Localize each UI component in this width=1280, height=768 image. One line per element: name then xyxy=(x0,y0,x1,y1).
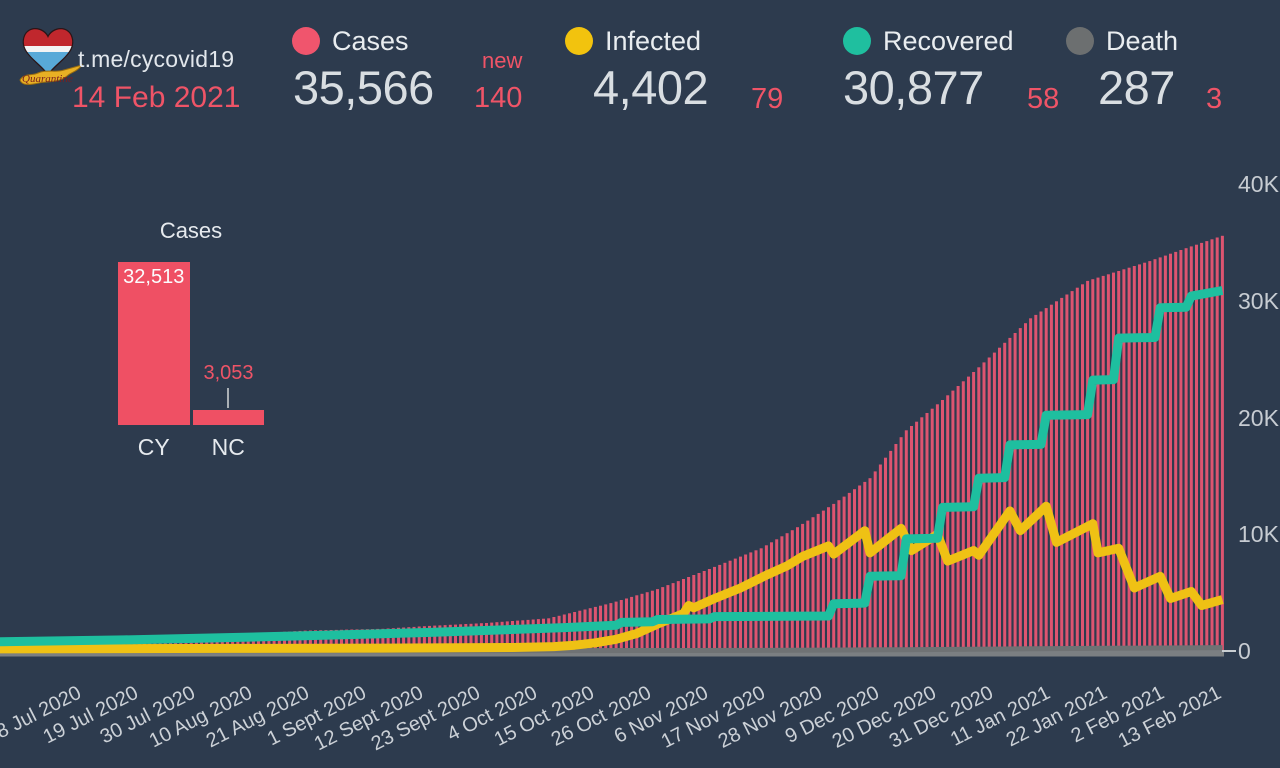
recovered-label: Recovered xyxy=(883,26,1014,56)
bar-cy-value: 32,513 xyxy=(123,266,185,288)
report-date: 14 Feb 2021 xyxy=(72,81,241,114)
bar-nc xyxy=(192,410,264,425)
heart-icon xyxy=(22,28,74,77)
y-axis-label: 10K xyxy=(1238,521,1279,548)
death-label: Death xyxy=(1106,26,1179,56)
death-delta: 3 xyxy=(1206,83,1223,115)
recovered-legend-dot xyxy=(843,27,871,55)
region-chart: 32,513 xyxy=(118,262,264,425)
heart-flag-quarantine-logo: Quarantine xyxy=(19,28,84,86)
y-axis-label: 30K xyxy=(1238,287,1279,314)
recovered-delta: 58 xyxy=(1027,83,1060,115)
bar-cy: 32,513 xyxy=(118,262,190,425)
infected-legend-dot xyxy=(565,27,593,55)
infected-delta: 79 xyxy=(751,83,784,115)
y-axis-label: 20K xyxy=(1238,404,1279,431)
cases-value: 35,566 xyxy=(293,61,434,114)
category-nc: NC xyxy=(211,434,245,460)
infected-line xyxy=(0,501,1224,654)
infected-value: 4,402 xyxy=(593,61,709,114)
bar-nc-value: 3,053 xyxy=(203,362,254,384)
cyprus-island-icon: Quarantine xyxy=(19,64,84,86)
x-axis-line xyxy=(0,650,1224,657)
y-axis-label: 40K xyxy=(1238,171,1279,197)
cases-legend-dot xyxy=(292,27,320,55)
logo-quarantine-text: Quarantine xyxy=(22,73,73,85)
cases-new-label: new xyxy=(482,48,523,73)
region-chart-categories: CY NC xyxy=(118,434,264,461)
bar-nc-callout-line xyxy=(227,388,229,408)
cases-delta: 140 xyxy=(474,82,523,114)
region-chart-title: Cases xyxy=(159,218,223,243)
zero-tick xyxy=(1222,650,1236,652)
death-legend-dot xyxy=(1066,27,1094,55)
recovered-line xyxy=(0,286,1224,647)
death-value: 287 xyxy=(1098,61,1175,114)
infected-label: Infected xyxy=(605,26,702,56)
category-cy: CY xyxy=(137,434,170,460)
cases-label: Cases xyxy=(332,26,409,56)
y-axis-label: 0 xyxy=(1238,638,1251,664)
telegram-channel-link[interactable]: t.me/cycovid19 xyxy=(78,46,235,72)
recovered-value: 30,877 xyxy=(843,61,984,114)
